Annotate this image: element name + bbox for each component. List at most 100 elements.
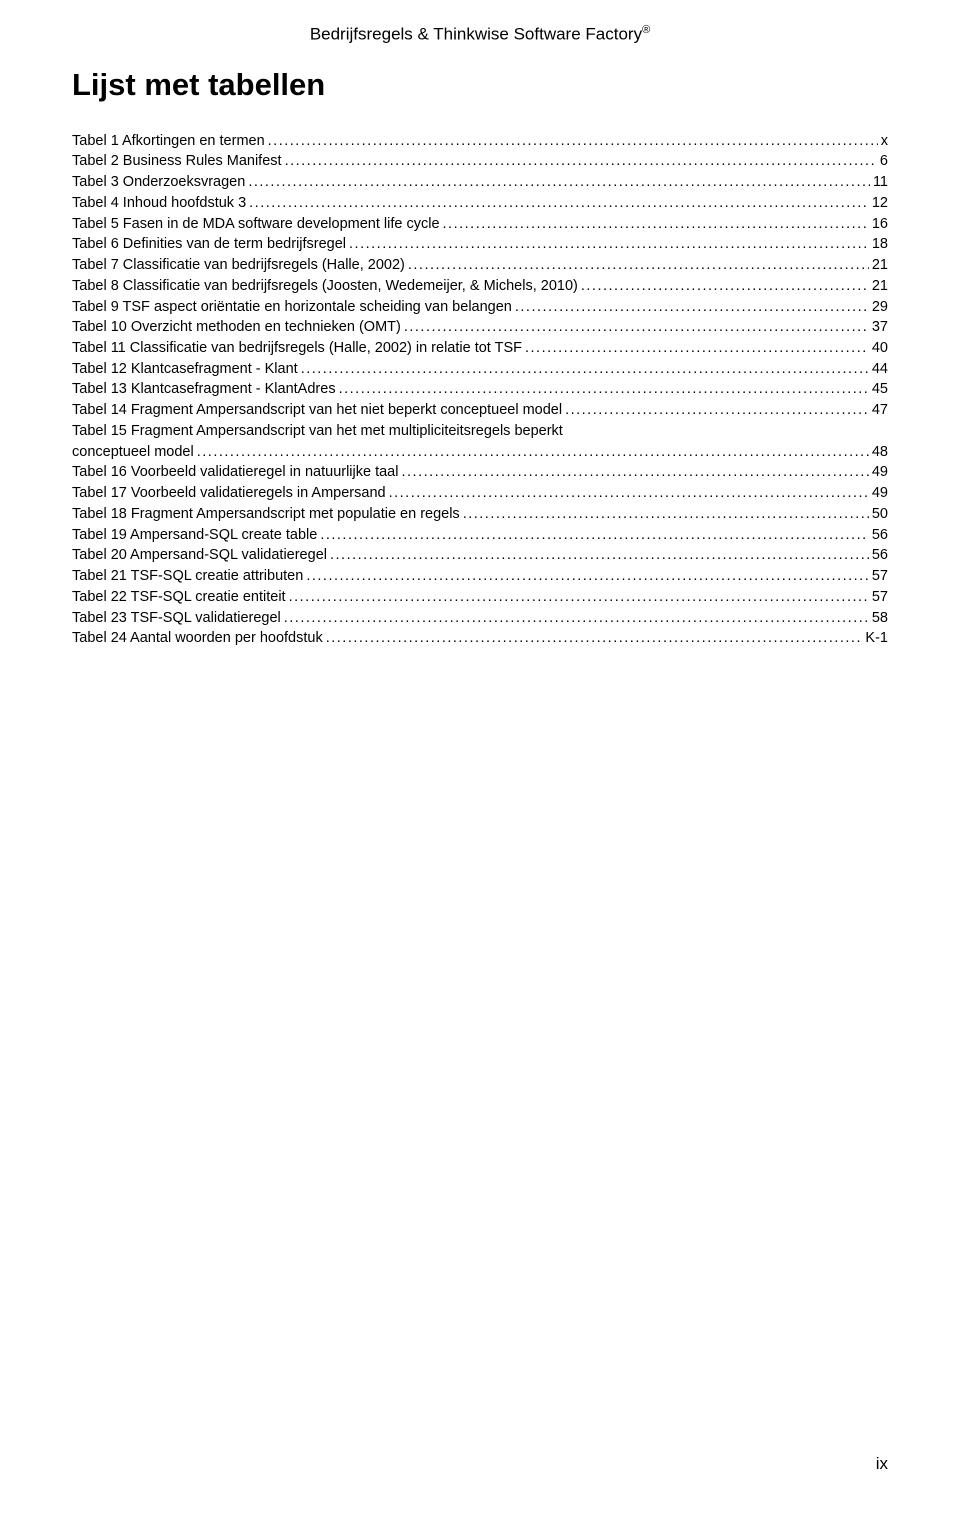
toc-entry-label: Tabel 21 TSF-SQL creatie attributen (72, 566, 303, 587)
toc-entry-page: 16 (872, 214, 888, 235)
toc-entry: Tabel 23 TSF-SQL validatieregel 58 (72, 608, 888, 629)
toc-entry: Tabel 20 Ampersand-SQL validatieregel 56 (72, 545, 888, 566)
toc-entry-page: 50 (872, 504, 888, 525)
toc-leader-dots (463, 504, 869, 525)
toc-entry-label: Tabel 23 TSF-SQL validatieregel (72, 608, 281, 629)
toc-entry: Tabel 11 Classificatie van bedrijfsregel… (72, 338, 888, 359)
toc-entry-label: Tabel 12 Klantcasefragment - Klant (72, 359, 298, 380)
toc-leader-dots (197, 442, 869, 463)
toc-entry-page: 49 (872, 483, 888, 504)
toc-entry-label: Tabel 10 Overzicht methoden en technieke… (72, 317, 401, 338)
toc-entry-label: Tabel 3 Onderzoeksvragen (72, 172, 245, 193)
toc-entry-label: Tabel 15 Fragment Ampersandscript van he… (72, 423, 563, 439)
toc-leader-dots (284, 608, 869, 629)
toc-entry: Tabel 6 Definities van de term bedrijfsr… (72, 234, 888, 255)
toc-entry: Tabel 7 Classificatie van bedrijfsregels… (72, 255, 888, 276)
toc-entry: Tabel 21 TSF-SQL creatie attributen 57 (72, 566, 888, 587)
toc-entry: Tabel 2 Business Rules Manifest 6 (72, 151, 888, 172)
toc-leader-dots (339, 379, 869, 400)
page-number: ix (876, 1454, 888, 1474)
toc-leader-dots (443, 214, 869, 235)
page-container: Bedrijfsregels & Thinkwise Software Fact… (0, 0, 960, 649)
toc-leader-dots (306, 566, 869, 587)
toc-entry-continuation: conceptueel model 48 (72, 442, 888, 463)
toc-entry-page: 57 (872, 566, 888, 587)
toc-entry-continuation-label: conceptueel model (72, 442, 194, 463)
toc-entry-page: 21 (872, 255, 888, 276)
toc-entry-label: Tabel 19 Ampersand-SQL create table (72, 525, 317, 546)
toc-entry: Tabel 1 Afkortingen en termen x (72, 131, 888, 152)
toc-entry-page: 45 (872, 379, 888, 400)
toc-entry-page: 47 (872, 400, 888, 421)
toc-leader-dots (401, 462, 868, 483)
toc-entry: Tabel 16 Voorbeeld validatieregel in nat… (72, 462, 888, 483)
toc-entry-page: 57 (872, 587, 888, 608)
toc-entry-page: 21 (872, 276, 888, 297)
registered-mark: ® (642, 24, 650, 36)
toc-entry-page: 56 (872, 525, 888, 546)
toc-entry-page: 12 (872, 193, 888, 214)
toc-entry: Tabel 24 Aantal woorden per hoofdstuk K-… (72, 628, 888, 649)
toc-entry-label: Tabel 13 Klantcasefragment - KlantAdres (72, 379, 336, 400)
toc-leader-dots (389, 483, 869, 504)
toc-entry: Tabel 8 Classificatie van bedrijfsregels… (72, 276, 888, 297)
toc-entry-page: 18 (872, 234, 888, 255)
toc-entry-page: 29 (872, 297, 888, 318)
table-of-contents-list: Tabel 1 Afkortingen en termen xTabel 2 B… (72, 131, 888, 649)
toc-entry-label: Tabel 11 Classificatie van bedrijfsregel… (72, 338, 522, 359)
toc-entry-page: 58 (872, 608, 888, 629)
toc-entry-page: 56 (872, 545, 888, 566)
toc-entry-label: Tabel 18 Fragment Ampersandscript met po… (72, 504, 460, 525)
toc-entry: Tabel 12 Klantcasefragment - Klant44 (72, 359, 888, 380)
toc-entry: Tabel 19 Ampersand-SQL create table 56 (72, 525, 888, 546)
running-head-text: Bedrijfsregels & Thinkwise Software Fact… (310, 25, 642, 44)
toc-leader-dots (289, 587, 869, 608)
toc-leader-dots (408, 255, 869, 276)
toc-leader-dots (285, 151, 877, 172)
toc-entry-line1: Tabel 15 Fragment Ampersandscript van he… (72, 421, 888, 442)
toc-leader-dots (301, 359, 869, 380)
toc-leader-dots (248, 172, 870, 193)
toc-leader-dots (525, 338, 869, 359)
toc-leader-dots (565, 400, 869, 421)
toc-entry-page: 40 (872, 338, 888, 359)
toc-leader-dots (268, 131, 878, 152)
toc-entry: Tabel 3 Onderzoeksvragen 11 (72, 172, 888, 193)
toc-entry-label: Tabel 7 Classificatie van bedrijfsregels… (72, 255, 405, 276)
toc-entry: Tabel 4 Inhoud hoofdstuk 3 12 (72, 193, 888, 214)
toc-entry-page: 11 (873, 172, 888, 193)
toc-entry: Tabel 17 Voorbeeld validatieregels in Am… (72, 483, 888, 504)
toc-entry-page: K-1 (865, 628, 888, 649)
toc-entry-label: Tabel 4 Inhoud hoofdstuk 3 (72, 193, 246, 214)
toc-entry-label: Tabel 5 Fasen in de MDA software develop… (72, 214, 440, 235)
toc-entry-label: Tabel 14 Fragment Ampersandscript van he… (72, 400, 562, 421)
toc-leader-dots (330, 545, 869, 566)
toc-entry-page: 37 (872, 317, 888, 338)
toc-entry-label: Tabel 9 TSF aspect oriëntatie en horizon… (72, 297, 512, 318)
toc-entry-label: Tabel 6 Definities van de term bedrijfsr… (72, 234, 346, 255)
toc-entry: Tabel 18 Fragment Ampersandscript met po… (72, 504, 888, 525)
toc-entry: Tabel 9 TSF aspect oriëntatie en horizon… (72, 297, 888, 318)
toc-entry: Tabel 22 TSF-SQL creatie entiteit57 (72, 587, 888, 608)
toc-entry-label: Tabel 8 Classificatie van bedrijfsregels… (72, 276, 578, 297)
toc-entry: Tabel 15 Fragment Ampersandscript van he… (72, 421, 888, 462)
running-head: Bedrijfsregels & Thinkwise Software Fact… (72, 24, 888, 45)
toc-leader-dots (326, 628, 863, 649)
toc-leader-dots (404, 317, 869, 338)
toc-entry: Tabel 14 Fragment Ampersandscript van he… (72, 400, 888, 421)
toc-entry-page: 48 (872, 442, 888, 463)
toc-entry: Tabel 5 Fasen in de MDA software develop… (72, 214, 888, 235)
toc-entry: Tabel 10 Overzicht methoden en technieke… (72, 317, 888, 338)
page-title: Lijst met tabellen (72, 67, 888, 103)
toc-leader-dots (515, 297, 869, 318)
toc-entry-label: Tabel 2 Business Rules Manifest (72, 151, 282, 172)
toc-entry-page: x (881, 131, 888, 152)
toc-leader-dots (249, 193, 869, 214)
toc-entry: Tabel 13 Klantcasefragment - KlantAdres 4… (72, 379, 888, 400)
toc-entry-label: Tabel 16 Voorbeeld validatieregel in nat… (72, 462, 398, 483)
toc-entry-page: 6 (880, 151, 888, 172)
toc-entry-label: Tabel 20 Ampersand-SQL validatieregel (72, 545, 327, 566)
toc-leader-dots (581, 276, 869, 297)
toc-leader-dots (320, 525, 869, 546)
toc-entry-label: Tabel 24 Aantal woorden per hoofdstuk (72, 628, 323, 649)
